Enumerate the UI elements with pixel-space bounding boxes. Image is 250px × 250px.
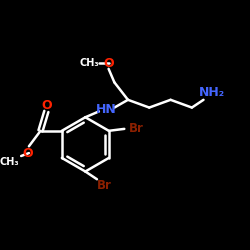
Text: Br: Br [128, 122, 144, 135]
Text: HN: HN [96, 103, 117, 116]
Text: CH₃: CH₃ [0, 157, 19, 167]
Text: O: O [103, 56, 114, 70]
Text: O: O [23, 146, 33, 160]
Text: Br: Br [97, 178, 112, 192]
Text: O: O [41, 99, 52, 112]
Text: NH₂: NH₂ [199, 86, 225, 98]
Text: CH₃: CH₃ [80, 58, 99, 68]
